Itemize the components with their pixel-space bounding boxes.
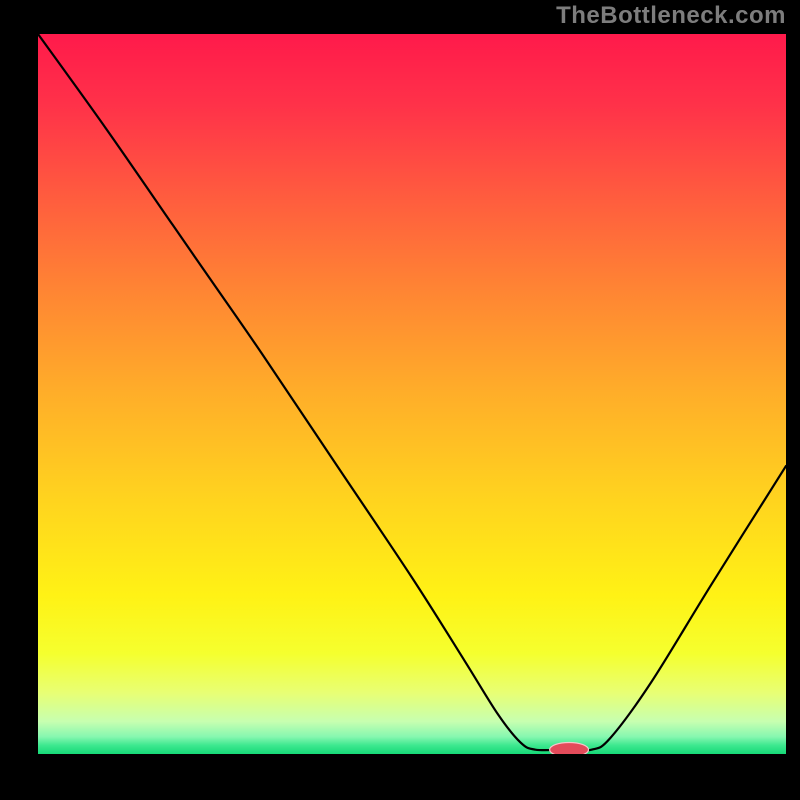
- bottleneck-curve-chart: [38, 34, 786, 754]
- optimal-marker: [550, 742, 589, 754]
- watermark-text: TheBottleneck.com: [556, 2, 786, 30]
- plot-area: [38, 34, 786, 754]
- chart-frame: TheBottleneck.com: [0, 0, 800, 800]
